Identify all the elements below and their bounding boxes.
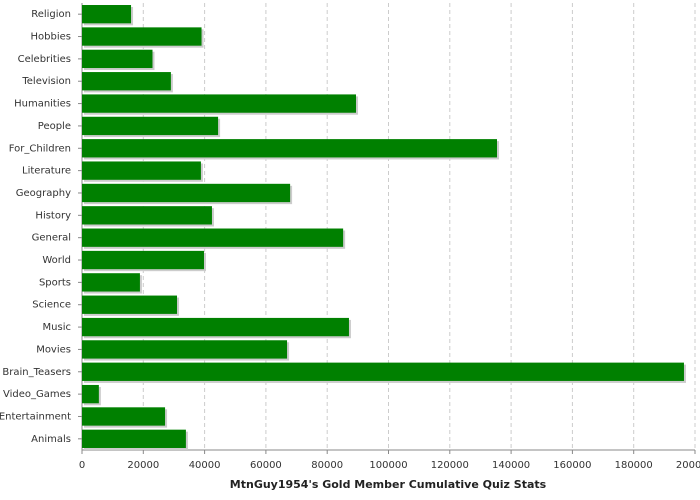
bar	[82, 250, 204, 270]
bar	[82, 161, 201, 180]
y-tick-label: For_Children	[9, 143, 71, 154]
x-tick-label: 40000	[189, 460, 221, 471]
x-tick-label: 20000	[127, 460, 159, 471]
x-tick-label: 60000	[250, 460, 282, 471]
y-tick-label: People	[38, 121, 71, 132]
y-tick-label: History	[35, 210, 71, 221]
y-tick-label: Religion	[31, 9, 71, 20]
bar	[82, 139, 498, 158]
y-tick-label: Movies	[36, 344, 71, 355]
y-tick-label: Music	[43, 322, 71, 333]
y-tick-label: Hobbies	[31, 32, 71, 43]
y-tick-label: Animals	[31, 434, 71, 445]
bar	[82, 273, 140, 292]
bar	[82, 206, 212, 225]
bar	[82, 27, 202, 46]
bar	[82, 183, 291, 203]
x-tick-label: 80000	[311, 460, 343, 471]
bar	[82, 94, 357, 113]
y-tick-label: Humanities	[14, 99, 71, 110]
y-tick-label: Television	[21, 76, 71, 87]
bar	[82, 72, 171, 91]
bar	[82, 429, 186, 448]
bar	[82, 384, 99, 404]
y-tick-label: Brain_Teasers	[2, 367, 71, 378]
x-tick-label: 0	[79, 460, 85, 471]
x-tick-label: 140000	[492, 460, 530, 471]
x-tick-label: 160000	[553, 460, 591, 471]
y-tick-label: World	[42, 255, 71, 266]
x-tick-label: 180000	[615, 460, 653, 471]
bar	[82, 407, 166, 426]
y-tick-label: Sports	[39, 277, 71, 288]
y-tick-label: Celebrities	[18, 54, 71, 65]
bar	[82, 5, 132, 24]
y-tick-label: Science	[32, 300, 71, 311]
bar	[82, 362, 684, 381]
x-tick-label: 120000	[431, 460, 469, 471]
x-tick-label: 200000	[676, 460, 700, 471]
y-tick-label: Entertainment	[0, 411, 71, 422]
bar	[82, 228, 344, 247]
y-tick-label: Video_Games	[3, 389, 71, 400]
bar	[82, 295, 178, 314]
y-tick-label: Literature	[22, 166, 71, 177]
bar	[82, 49, 153, 69]
x-tick-label: 100000	[369, 460, 407, 471]
bar	[82, 340, 288, 359]
y-tick-label: Geography	[16, 188, 71, 199]
bar	[82, 317, 349, 337]
x-axis-title: MtnGuy1954's Gold Member Cumulative Quiz…	[230, 478, 547, 491]
y-tick-label: General	[32, 233, 71, 244]
bar	[82, 116, 219, 136]
